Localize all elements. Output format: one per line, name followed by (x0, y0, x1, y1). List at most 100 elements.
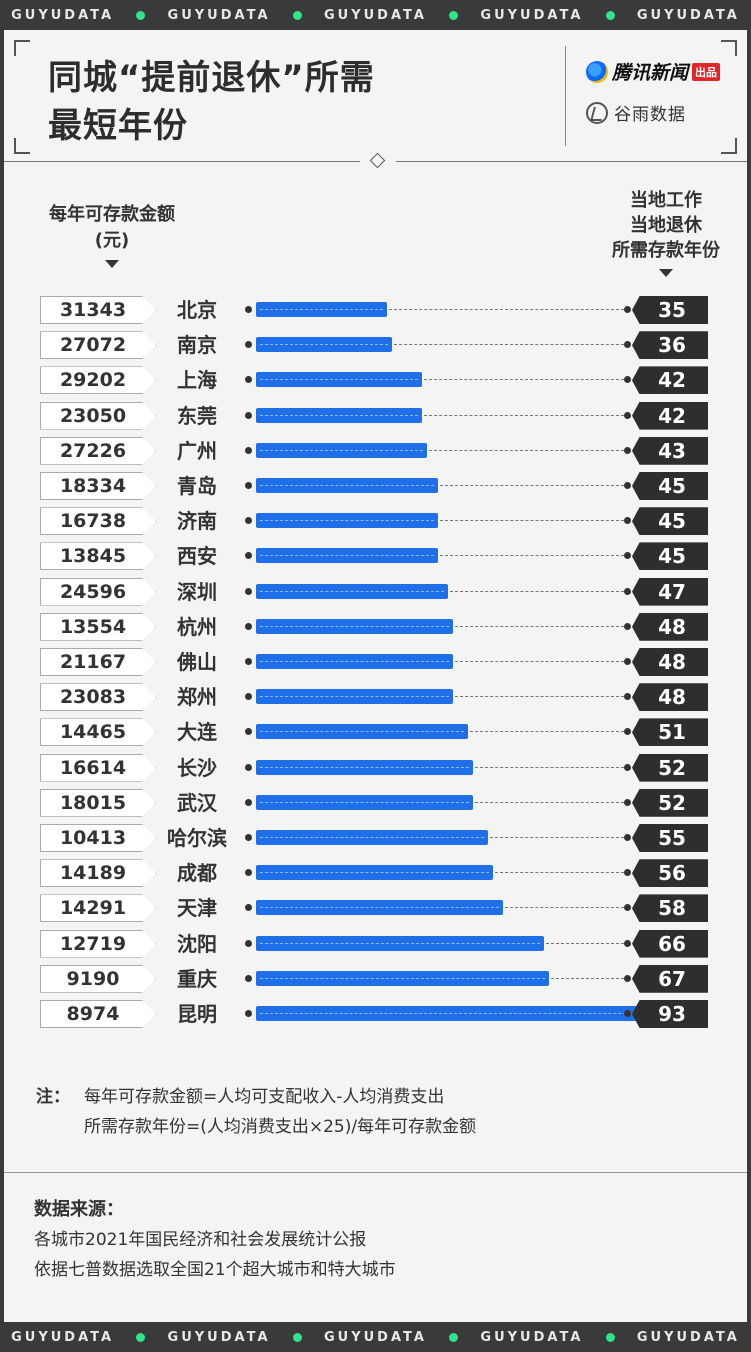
bar-end-dot (624, 763, 631, 771)
bar-start-dot (245, 482, 252, 489)
title-corner-tl (14, 40, 30, 56)
band-text: GUYUDATA (480, 1329, 584, 1345)
city-label: 武汉 (177, 790, 217, 815)
chart-row: 18015 武汉 52 (4, 788, 747, 817)
chart-row: 31343 北京 35 (4, 296, 747, 324)
savings-value-label: 8974 (40, 1000, 156, 1028)
bar-end-dot (624, 376, 631, 384)
bar-stripe (260, 731, 464, 733)
city-label: 哈尔滨 (167, 826, 227, 850)
chart-row: 23050 东莞 42 (4, 401, 747, 430)
years-bar (256, 654, 453, 669)
bar-stripe (260, 942, 540, 944)
leader-line (424, 379, 624, 381)
bar-start-dot (245, 517, 252, 525)
chart-row: 13845 西安 45 (4, 542, 747, 571)
bar-end-dot (624, 341, 631, 349)
band-dot-icon (605, 1332, 615, 1342)
band-text: GUYUDATA (323, 1329, 427, 1345)
bar-start-dot (245, 1010, 252, 1017)
bar-end-dot (624, 411, 631, 419)
band-text: GUYUDATA (11, 7, 115, 23)
leader-line (550, 977, 624, 979)
years-value-label: 48 (632, 683, 708, 712)
bar-stripe (260, 1013, 677, 1014)
title-corner-bl (14, 138, 30, 154)
bar-start-dot (245, 974, 252, 982)
leader-line (490, 837, 624, 838)
savings-value-label: 13554 (40, 612, 156, 641)
chart-row: 27072 南京 36 (4, 331, 747, 360)
bar-stripe (260, 344, 388, 346)
chart-row: 9190 重庆 67 (4, 964, 747, 993)
leader-line (388, 309, 624, 310)
bar-start-dot (245, 622, 252, 630)
band-item: GUYUDATA (480, 8, 583, 23)
city-label: 南京 (177, 333, 217, 358)
years-bar (256, 794, 473, 810)
source-divider (4, 1172, 747, 1173)
bottom-brand-band: GUYUDATA GUYUDATA GUYUDATA GUYUDATA GUYUDATA (0, 1322, 751, 1352)
years-column-header: 当地工作 当地退休 所需存款年份 (586, 188, 746, 277)
years-bar (256, 724, 468, 740)
band-text: GUYUDATA (480, 7, 584, 23)
bar-start-dot (245, 939, 252, 947)
chart-row: 14189 成都 56 (4, 859, 747, 888)
bar-end-dot (624, 306, 631, 313)
city-label: 上海 (177, 368, 217, 393)
years-bar (256, 900, 504, 916)
years-value-label: 35 (632, 296, 708, 324)
leader-line (469, 731, 624, 733)
bar-stripe (260, 766, 469, 768)
tencent-news-icon (586, 60, 608, 83)
title-corner-tr (721, 40, 737, 56)
city-label: 长沙 (177, 755, 217, 780)
bar-stripe (260, 977, 545, 979)
years-bar (256, 865, 494, 881)
bar-end-dot (624, 869, 631, 877)
chart-row: 14291 天津 58 (4, 894, 747, 923)
chart-row: 29202 上海 42 (4, 366, 747, 395)
bar-start-dot (245, 728, 252, 736)
bar-start-dot (245, 798, 252, 806)
source-line-1: 各城市2021年国民经济和社会发展统计公报 (34, 1230, 367, 1250)
years-value-label: 42 (632, 401, 708, 430)
chart-row: 8974 昆明 93 (4, 1000, 747, 1028)
page-title: 同城“提前退休”所需 最短年份 (48, 54, 375, 150)
band-item: GUYUDATA (11, 8, 114, 23)
bar-end-dot (624, 552, 631, 560)
bar-start-dot (245, 306, 252, 313)
bar-stripe (260, 555, 434, 557)
guyu-data-logo: 谷雨数据 (586, 100, 686, 125)
years-value-label: 43 (632, 436, 708, 465)
savings-value-label: 14291 (40, 894, 156, 923)
bar-stripe (260, 485, 434, 486)
bar-stripe (260, 907, 500, 909)
savings-value-label: 9190 (40, 964, 156, 993)
note-line-2: 所需存款年份=(人均消费支出×25)/每年可存款金额 (84, 1117, 477, 1137)
header-divider (565, 46, 566, 146)
bar-stripe (260, 801, 469, 803)
formula-note: 注： 每年可存款金额=人均可支配收入-人均消费支出 所需存款年份=(人均消费支出×… (36, 1082, 476, 1142)
bar-end-dot (624, 517, 631, 525)
years-header-arrow-icon (659, 269, 673, 277)
years-header-line-2: 当地退休 (630, 215, 702, 236)
years-bar (256, 935, 544, 951)
years-value-label: 42 (632, 366, 708, 395)
bar-stripe (260, 309, 383, 310)
bar-end-dot (624, 798, 631, 806)
bar-start-dot (245, 552, 252, 560)
city-label: 北京 (177, 298, 217, 322)
city-label: 深圳 (177, 579, 217, 604)
note-line-1: 每年可存款金额=人均可支配收入-人均消费支出 (84, 1087, 445, 1107)
years-bar (256, 407, 423, 423)
band-text: GUYUDATA (636, 1329, 740, 1345)
band-item: GUYUDATA (11, 1330, 114, 1345)
band-item: GUYUDATA (324, 8, 427, 23)
band-text: GUYUDATA (167, 1329, 271, 1345)
years-value-label: 52 (632, 788, 708, 817)
years-bar (256, 372, 423, 388)
leader-line (454, 696, 624, 698)
years-bar (256, 689, 453, 705)
bar-start-dot (245, 693, 252, 701)
